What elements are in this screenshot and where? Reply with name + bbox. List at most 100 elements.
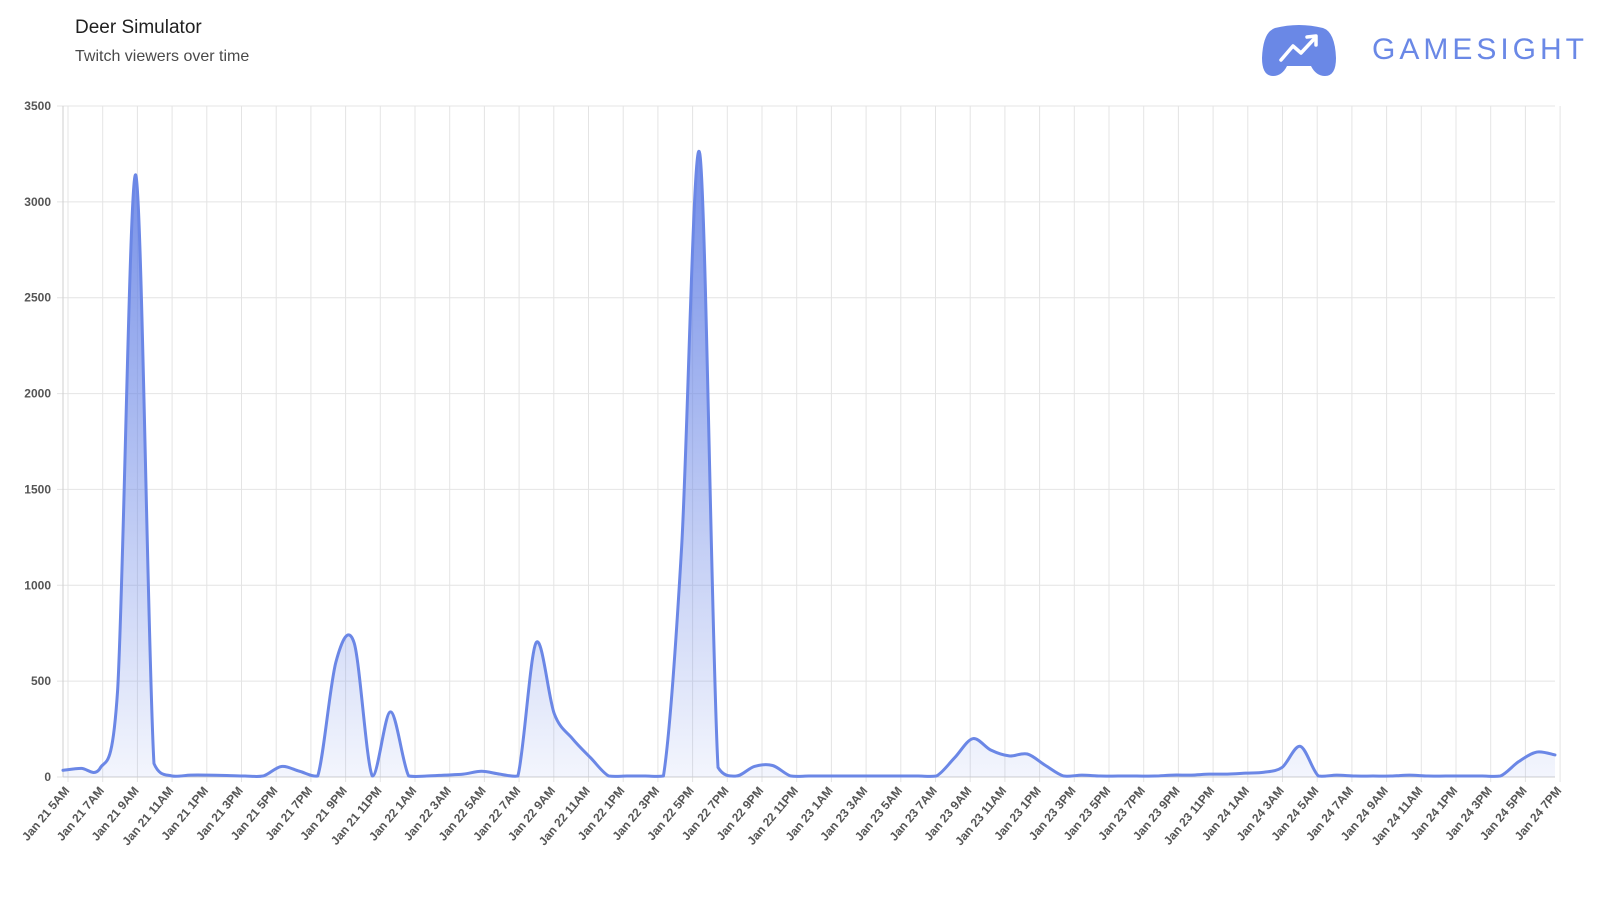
data-point <box>753 765 755 767</box>
data-point <box>262 775 264 777</box>
data-point <box>207 774 209 776</box>
data-point <box>953 757 955 759</box>
data-point <box>353 642 355 644</box>
series-line <box>61 149 1557 779</box>
data-point <box>298 770 300 772</box>
data-point <box>571 737 573 739</box>
data-point <box>371 775 373 777</box>
y-tick-label: 500 <box>31 674 51 688</box>
data-point <box>990 749 992 751</box>
data-point <box>626 775 628 777</box>
data-point <box>517 775 519 777</box>
data-point <box>1063 775 1065 777</box>
data-point <box>462 773 464 775</box>
data-point <box>444 774 446 776</box>
data-point <box>553 713 555 715</box>
data-point <box>808 775 810 777</box>
data-point <box>1263 771 1265 773</box>
data-point <box>1335 774 1337 776</box>
data-point <box>1445 775 1447 777</box>
data-point <box>1481 775 1483 777</box>
data-point <box>1135 775 1137 777</box>
data-point <box>1172 774 1174 776</box>
y-tick-label: 3500 <box>24 99 51 113</box>
data-point <box>1499 775 1501 777</box>
data-point <box>1281 766 1283 768</box>
data-point <box>498 773 500 775</box>
series-area <box>63 151 1555 777</box>
y-tick-label: 2000 <box>24 387 51 401</box>
data-point <box>480 770 482 772</box>
data-point <box>280 765 282 767</box>
y-tick-label: 1000 <box>24 578 51 592</box>
data-point <box>1554 754 1556 756</box>
data-point <box>899 775 901 777</box>
brand-name: GAMESIGHT <box>1371 33 1588 66</box>
data-point <box>244 775 246 777</box>
data-point <box>826 775 828 777</box>
data-point <box>608 775 610 777</box>
data-point <box>189 774 191 776</box>
chart-subtitle: Twitch viewers over time <box>75 48 250 65</box>
data-point <box>917 775 919 777</box>
data-point <box>535 642 537 644</box>
gamepad-trend-icon <box>1261 25 1336 76</box>
data-point <box>1208 773 1210 775</box>
data-point <box>1008 755 1010 757</box>
brand: GAMESIGHT <box>1261 20 1588 80</box>
data-point <box>317 775 319 777</box>
data-point <box>408 775 410 777</box>
data-point <box>98 768 100 770</box>
data-point <box>62 769 64 771</box>
data-point <box>589 757 591 759</box>
y-tick-label: 3000 <box>24 195 51 209</box>
data-point <box>1244 772 1246 774</box>
data-point <box>135 174 137 176</box>
data-point <box>881 775 883 777</box>
data-point <box>699 153 701 155</box>
data-point <box>935 775 937 777</box>
data-point <box>644 775 646 777</box>
data-point <box>735 775 737 777</box>
data-point <box>1226 773 1228 775</box>
data-point <box>426 775 428 777</box>
data-point <box>717 766 719 768</box>
data-point <box>335 661 337 663</box>
data-point <box>972 737 974 739</box>
data-point <box>1299 745 1301 747</box>
data-point <box>662 775 664 777</box>
data-point <box>1517 760 1519 762</box>
data-point <box>1463 775 1465 777</box>
data-point <box>862 775 864 777</box>
data-point <box>1044 764 1046 766</box>
data-point <box>226 774 228 776</box>
data-point <box>1081 774 1083 776</box>
data-point <box>1117 775 1119 777</box>
chart-title: Deer Simulator <box>75 17 202 38</box>
y-tick-label: 1500 <box>24 482 51 496</box>
data-point <box>1354 775 1356 777</box>
chart-header: Deer Simulator Twitch viewers over time <box>75 14 249 72</box>
data-point <box>1317 775 1319 777</box>
data-point <box>1099 775 1101 777</box>
data-point <box>771 764 773 766</box>
data-point <box>1372 775 1374 777</box>
data-point <box>844 775 846 777</box>
data-point <box>1154 775 1156 777</box>
data-point <box>1536 751 1538 753</box>
data-point <box>1390 775 1392 777</box>
data-point <box>1190 774 1192 776</box>
data-point <box>153 762 155 764</box>
data-point <box>790 775 792 777</box>
y-tick-label: 2500 <box>24 291 51 305</box>
data-point <box>116 690 118 692</box>
data-point <box>389 711 391 713</box>
data-point <box>1426 775 1428 777</box>
data-point <box>80 767 82 769</box>
data-point <box>171 775 173 777</box>
y-tick-label: 0 <box>44 770 51 784</box>
data-point <box>1026 753 1028 755</box>
data-point <box>1408 774 1410 776</box>
data-point <box>680 546 682 548</box>
